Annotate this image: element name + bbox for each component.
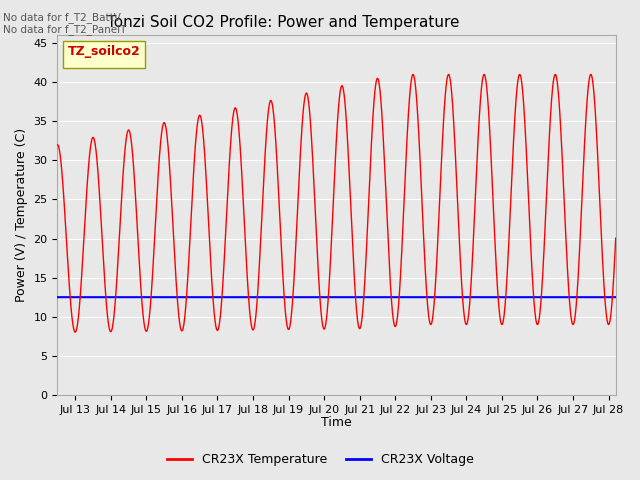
Y-axis label: Power (V) / Temperature (C): Power (V) / Temperature (C) <box>15 128 28 302</box>
Legend: CR23X Temperature, CR23X Voltage: CR23X Temperature, CR23X Voltage <box>161 448 479 471</box>
Legend:  <box>63 41 145 68</box>
X-axis label: Time: Time <box>321 416 352 429</box>
Text: No data for f_T2_BattV
No data for f_T2_PanelT: No data for f_T2_BattV No data for f_T2_… <box>3 12 127 36</box>
Text: Tonzi Soil CO2 Profile: Power and Temperature: Tonzi Soil CO2 Profile: Power and Temper… <box>107 15 460 30</box>
